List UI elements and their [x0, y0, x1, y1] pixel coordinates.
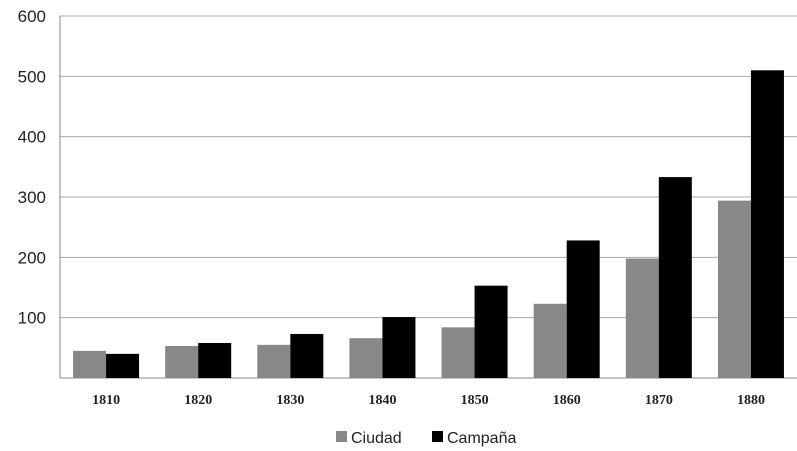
- bar-ciudad-1870: [625, 258, 659, 378]
- bar-campa-a-1850: [474, 285, 508, 378]
- bar-ciudad-1810: [73, 350, 107, 378]
- x-tick-label: 1810: [92, 393, 120, 408]
- legend-swatch-campa-a: [432, 431, 443, 442]
- bar-ciudad-1830: [257, 344, 291, 378]
- legend: Ciudad Campaña: [336, 430, 516, 447]
- bars: [73, 70, 784, 379]
- bar-campa-a-1860: [566, 240, 600, 378]
- y-tick-label: 300: [18, 188, 46, 207]
- x-tick-label: 1860: [553, 393, 581, 408]
- x-tick-label: 1880: [737, 393, 765, 408]
- bar-campa-a-1820: [198, 343, 232, 378]
- y-tick-label: 500: [18, 67, 46, 86]
- bar-ciudad-1880: [717, 200, 751, 378]
- y-tick-label: 600: [18, 7, 46, 26]
- bar-campa-a-1880: [750, 70, 784, 379]
- bar-ciudad-1860: [533, 303, 567, 378]
- x-axis-ticks: 1810 1820 1830 1840 1850 1860 1870 1880: [92, 393, 765, 408]
- bar-ciudad-1850: [441, 327, 475, 378]
- y-tick-label: 100: [18, 309, 46, 328]
- legend-swatch-ciudad: [336, 431, 347, 442]
- y-axis-ticks: 100 200 300 400 500 600: [18, 7, 46, 328]
- x-tick-label: 1870: [645, 393, 673, 408]
- bar-campa-a-1840: [382, 317, 416, 378]
- bar-ciudad-1820: [165, 346, 199, 378]
- y-tick-label: 200: [18, 248, 46, 267]
- x-tick-label: 1840: [368, 393, 396, 408]
- bar-ciudad-1840: [349, 338, 383, 378]
- x-tick-label: 1820: [184, 393, 212, 408]
- bar-campa-a-1870: [658, 177, 692, 378]
- y-tick-label: 400: [18, 128, 46, 147]
- bar-campa-a-1830: [290, 333, 324, 378]
- x-tick-label: 1830: [276, 393, 304, 408]
- legend-label: Ciudad: [351, 430, 402, 447]
- bar-campa-a-1810: [106, 353, 140, 378]
- legend-label: Campaña: [447, 430, 516, 447]
- x-tick-label: 1850: [461, 393, 489, 408]
